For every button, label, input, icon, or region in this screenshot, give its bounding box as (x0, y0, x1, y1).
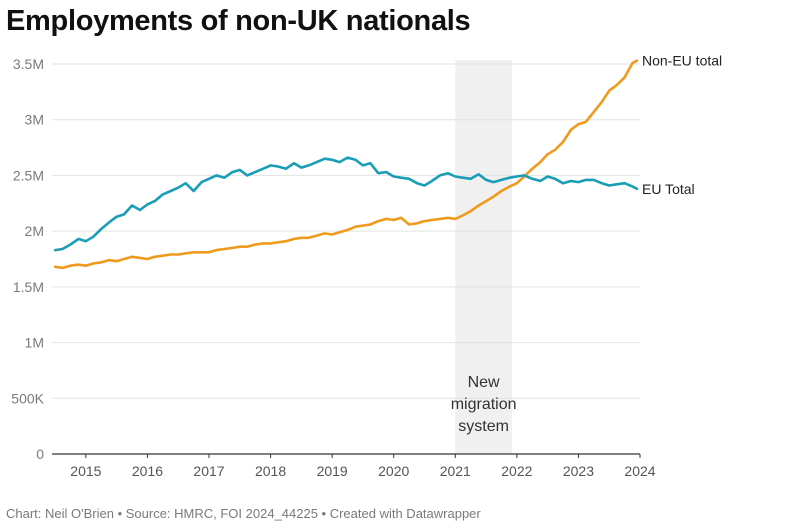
y-tick-label: 500K (11, 390, 44, 406)
series-line (53, 156, 639, 252)
shaded-region (455, 60, 512, 454)
x-tick-label: 2018 (255, 463, 286, 479)
x-tick-label: 2024 (624, 463, 655, 479)
y-tick-label: 3.5M (13, 56, 44, 72)
x-tick-label: 2016 (132, 463, 163, 479)
shaded-region-label-line: system (458, 418, 509, 435)
series-end-label: EU Total (642, 181, 695, 197)
x-tick-label: 2019 (317, 463, 348, 479)
series-end-label: Non-EU total (642, 53, 722, 69)
x-tick-label: 2015 (70, 463, 101, 479)
y-tick-label: 3M (25, 112, 44, 128)
x-tick-label: 2021 (440, 463, 471, 479)
y-tick-label: 1M (25, 335, 44, 351)
y-tick-label: 1.5M (13, 279, 44, 295)
series-line (53, 59, 639, 270)
x-tick-label: 2023 (563, 463, 594, 479)
chart-footer: Chart: Neil O'Brien • Source: HMRC, FOI … (6, 506, 481, 521)
y-tick-label: 2.5M (13, 167, 44, 183)
chart-title: Employments of non-UK nationals (6, 5, 471, 37)
series-lines (53, 59, 639, 270)
y-tick-label: 2M (25, 223, 44, 239)
y-tick-label: 0 (36, 446, 44, 462)
shaded-region-label-line: migration (451, 396, 517, 413)
shaded-region-layer (455, 60, 512, 454)
x-tick-label: 2020 (378, 463, 409, 479)
shaded-region-label-line: New (468, 374, 500, 391)
labels: New migration system 0 500K 1M 1.5M 2M 2.5M 3M 3.5… (11, 53, 722, 479)
x-tick-label: 2017 (193, 463, 224, 479)
x-tick-label: 2022 (501, 463, 532, 479)
gridlines (52, 63, 641, 458)
